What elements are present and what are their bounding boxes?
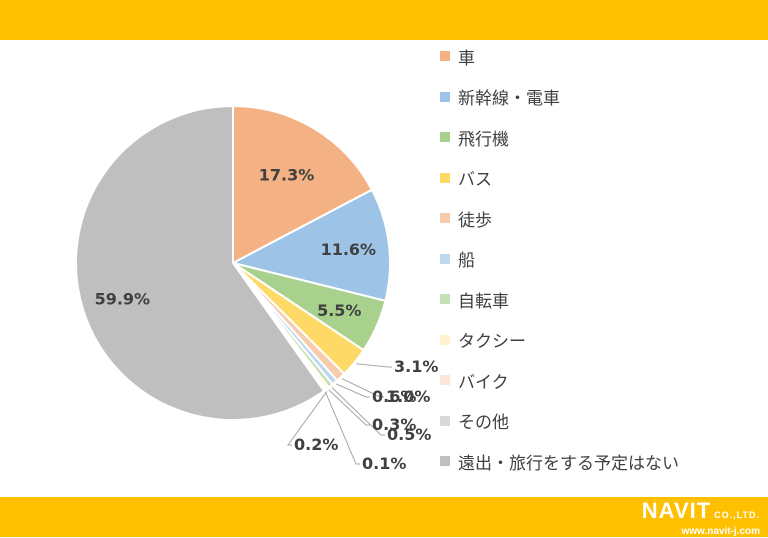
- legend-label: バス: [458, 170, 492, 190]
- legend-label: 新幹線・電車: [458, 89, 560, 109]
- legend-item: 船: [440, 247, 475, 271]
- legend-item: その他: [440, 409, 509, 433]
- leader-line: [356, 363, 392, 368]
- legend-item: バイク: [440, 368, 509, 393]
- slice-label: 0.2%: [294, 435, 338, 454]
- legend-swatch: [440, 172, 450, 183]
- bottom-banner: [0, 497, 768, 537]
- leader-line: [341, 378, 384, 398]
- legend-label: その他: [458, 413, 509, 433]
- pie-slice: [230, 188, 391, 303]
- legend-item: 飛行機: [440, 125, 509, 150]
- legend-label: 遠出・旅行をする予定はない: [458, 453, 679, 474]
- legend-label: 飛行機: [458, 129, 509, 150]
- slice-label: 0.3%: [372, 415, 416, 434]
- legend-swatch: [440, 334, 450, 345]
- legend-swatch: [440, 51, 450, 61]
- legend-item: 徒歩: [440, 206, 492, 231]
- slice-label: 11.6%: [321, 240, 377, 259]
- legend-label: 船: [458, 251, 475, 271]
- slice-label: 0.5%: [387, 425, 431, 444]
- legend-item: タクシー: [440, 328, 526, 352]
- leader-line: [331, 387, 385, 436]
- leader-line: [325, 392, 360, 465]
- legend-item: 車: [440, 44, 475, 69]
- slice-label: 1.0%: [386, 387, 430, 406]
- legend-item: 新幹線・電車: [440, 85, 560, 109]
- legend-label: 車: [458, 48, 475, 69]
- pie-chart: 17.3% 11.6% 5.5% 3.1% 1.0%0.6% 0.5%0.3% 0.2% 0.…: [75, 104, 438, 473]
- logo-name: NAVIT: [641, 498, 712, 523]
- slice-label: 0.1%: [362, 454, 406, 473]
- slice-label: 5.5%: [317, 301, 361, 320]
- slice-label: 17.3%: [259, 165, 315, 184]
- slice-label: 59.9%: [95, 289, 151, 308]
- legend-swatch: [440, 253, 450, 264]
- legend-swatch: [440, 91, 450, 102]
- legend-swatch: [440, 415, 450, 426]
- leader-line: [287, 391, 328, 446]
- logo-url: www.navit-j.com: [681, 526, 760, 537]
- leader-line: [335, 383, 370, 398]
- slice-label: 3.1%: [394, 357, 438, 376]
- leader-line: [328, 389, 370, 426]
- legend-label: 徒歩: [458, 210, 492, 231]
- legend-swatch: [440, 132, 450, 142]
- legend-swatch: [440, 213, 450, 223]
- slice-label: 0.6%: [372, 387, 416, 406]
- legend-swatch: [440, 375, 450, 385]
- legend-item: 自転車: [440, 287, 509, 312]
- legend-swatch: [440, 456, 450, 466]
- top-banner: [0, 0, 768, 40]
- legend-item: 遠出・旅行をする予定はない: [440, 449, 679, 474]
- legend-label: 自転車: [458, 291, 509, 312]
- company-logo: NAVIT CO.,LTD. www.navit-j.com: [642, 500, 760, 538]
- legend-item: バス: [440, 166, 492, 190]
- legend-label: バイク: [458, 372, 509, 393]
- pie-slice: [232, 104, 374, 265]
- pie-slice: [75, 104, 326, 421]
- legend-swatch: [440, 294, 450, 304]
- legend-label: タクシー: [458, 332, 526, 352]
- logo-suffix: CO.,LTD.: [714, 510, 760, 520]
